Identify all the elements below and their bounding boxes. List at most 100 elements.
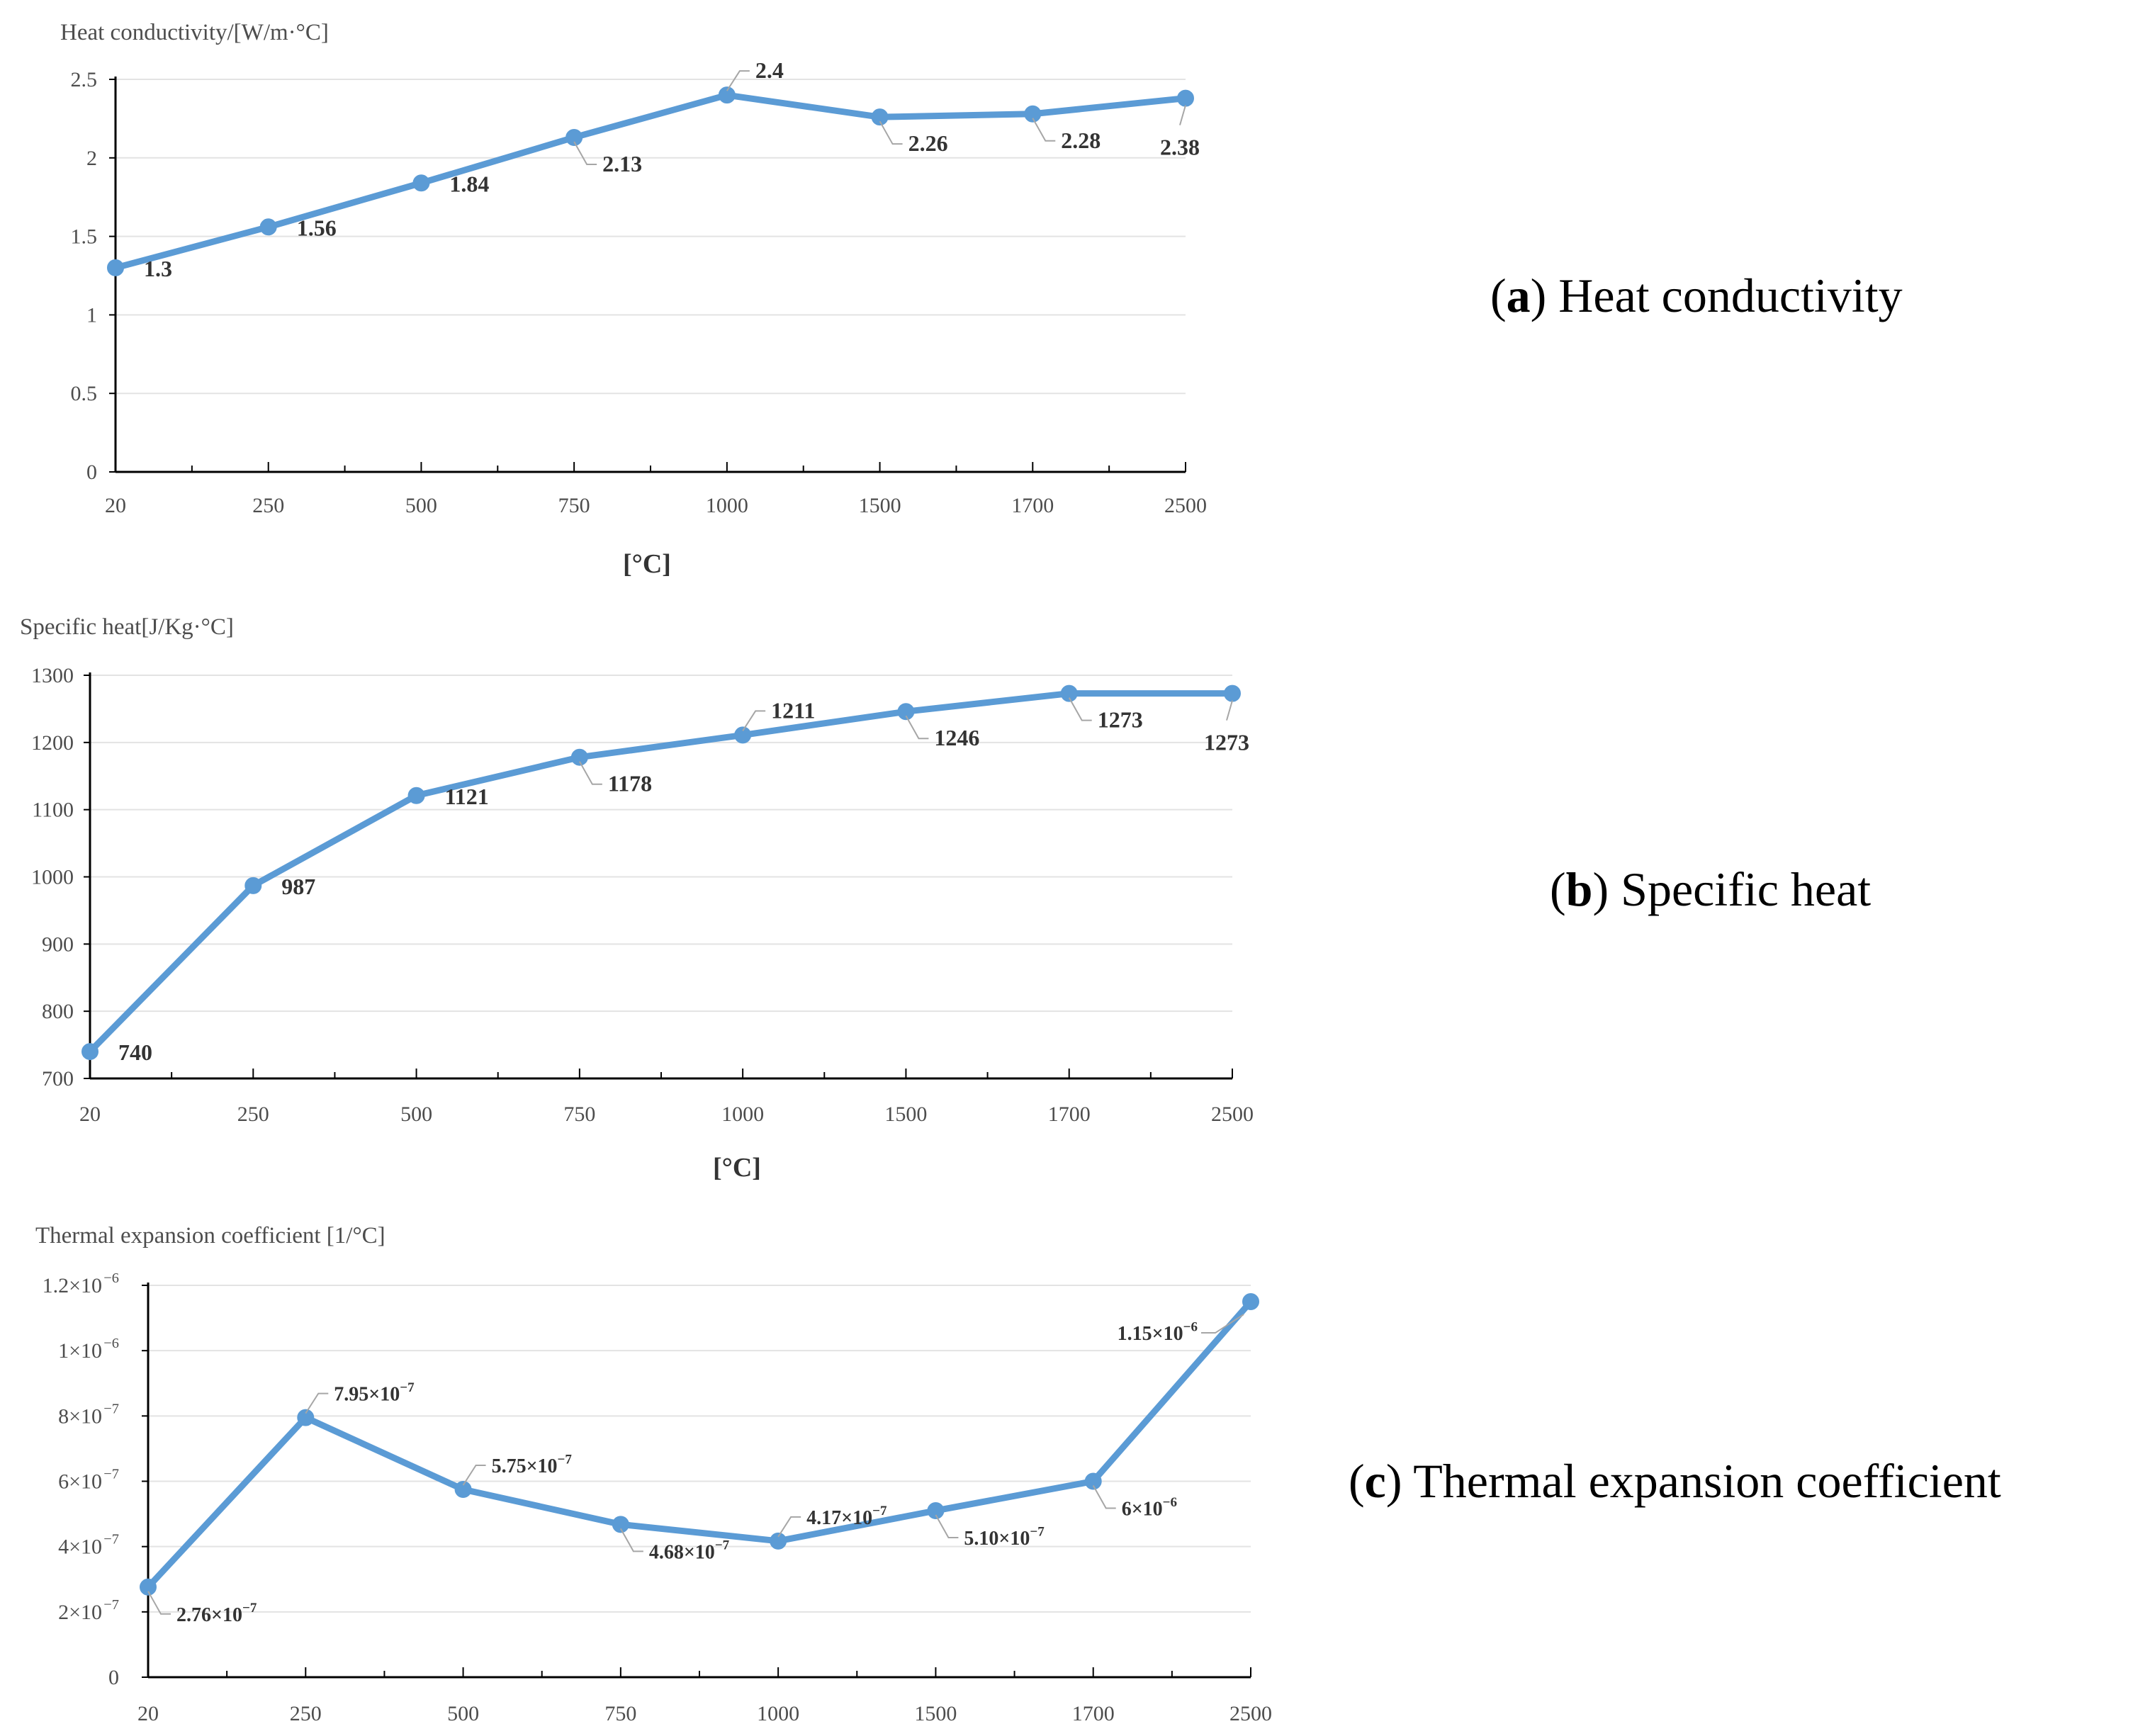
label-leader-line: [1068, 697, 1092, 721]
label-leader-line: [147, 1591, 171, 1615]
data-point: [244, 877, 262, 894]
data-label: 2.26: [908, 130, 948, 156]
panel-a-heat-conductivity: Heat conductivity/[W/m·°C] 0 0.5 1 1.5 2 2.5 20…: [60, 20, 1903, 579]
x-tick-label: 20: [137, 1702, 159, 1725]
y-tick-label: 1100: [32, 799, 74, 822]
x-tick-label: 250: [237, 1103, 269, 1126]
label-leader-line: [742, 710, 766, 731]
x-tick-label: 20: [105, 494, 126, 517]
y-tick-label: 700: [42, 1067, 74, 1090]
data-label: 5.75×10−7: [492, 1452, 573, 1477]
panel-b-specific-heat: Specific heat[J/Kg·°C] 700 800 900 1000 1100 1…: [20, 614, 1871, 1183]
data-label: 2.38: [1160, 135, 1200, 160]
x-tick-label: 750: [563, 1103, 595, 1126]
data-label: 2.4: [755, 57, 784, 83]
series-line: [112, 91, 1189, 271]
y-tick-label: 1×10: [58, 1339, 102, 1363]
y-tick-label: 2×10: [58, 1601, 102, 1624]
data-label: 1.56: [297, 215, 337, 240]
x-axis-label: [°C]: [713, 1153, 761, 1183]
label-leader-line: [905, 715, 929, 740]
label-leader-line: [1226, 700, 1233, 721]
data-label: 1.84: [449, 171, 489, 196]
y-tick-label: 1.5: [71, 225, 98, 249]
y-tick-exponent: −7: [103, 1467, 119, 1482]
y-tick-label: 8×10: [58, 1404, 102, 1428]
data-label: 1211: [771, 697, 815, 723]
x-tick-label: 1700: [1072, 1702, 1115, 1725]
x-tick-label: 500: [405, 494, 437, 517]
x-axis-label: [°C]: [623, 549, 671, 579]
data-point: [297, 1409, 315, 1426]
data-label: 1178: [608, 771, 652, 796]
y-tick-exponent: −7: [103, 1532, 119, 1548]
y-tick-exponent: −6: [103, 1336, 119, 1351]
data-point: [1084, 1472, 1102, 1490]
data-point: [565, 128, 583, 146]
data-label: 740: [118, 1039, 152, 1065]
data-point: [612, 1516, 629, 1533]
x-tick-label: 250: [252, 494, 284, 517]
y-tick-label: 0: [108, 1666, 119, 1689]
label-leader-line: [726, 70, 750, 91]
data-label: 5.10×10−7: [964, 1524, 1045, 1550]
y-tick-label: 900: [42, 932, 74, 956]
label-leader-line: [462, 1465, 486, 1486]
data-label: 987: [281, 874, 315, 899]
x-tick-label: 2500: [1164, 494, 1207, 517]
data-label: 1.15×10−6: [1118, 1319, 1198, 1345]
y-tick-label: 0.5: [71, 382, 98, 405]
data-point: [81, 1043, 99, 1061]
label-leader-line: [1201, 1314, 1244, 1334]
y-tick-label: 1200: [31, 731, 74, 755]
data-point: [1242, 1293, 1259, 1311]
y-tick-label: 800: [42, 1000, 74, 1023]
data-point: [927, 1501, 945, 1519]
chart-title: Specific heat[J/Kg·°C]: [20, 614, 234, 640]
data-point: [412, 174, 430, 192]
x-tick-label: 1500: [859, 494, 901, 517]
x-tick-label: 500: [400, 1103, 432, 1126]
x-tick-label: 2500: [1211, 1103, 1254, 1126]
data-point: [259, 218, 277, 236]
label-leader-line: [1092, 1485, 1116, 1509]
data-point: [770, 1532, 787, 1550]
y-tick-label: 0: [86, 461, 97, 484]
data-point: [871, 108, 889, 126]
x-tick-label: 1700: [1048, 1103, 1091, 1126]
x-tick-label: 1500: [914, 1702, 957, 1725]
x-tick-label: 1700: [1011, 494, 1054, 517]
label-leader-line: [573, 141, 597, 165]
x-tick-label: 1000: [706, 494, 748, 517]
data-point: [1024, 105, 1042, 123]
label-leader-line: [1179, 105, 1186, 125]
data-label: 1273: [1098, 707, 1143, 733]
y-tick-label: 6×10: [58, 1470, 102, 1494]
series-line: [86, 690, 1236, 1055]
data-label: 4.68×10−7: [649, 1538, 730, 1564]
chart-title: Heat conductivity/[W/m·°C]: [60, 20, 329, 45]
x-tick-label: 20: [79, 1103, 101, 1126]
label-leader-line: [879, 120, 903, 145]
data-point: [897, 703, 915, 721]
y-tick-label: 1.2×10: [43, 1274, 102, 1297]
x-tick-label: 2500: [1229, 1702, 1272, 1725]
data-label: 1121: [445, 784, 489, 809]
data-point: [454, 1481, 472, 1499]
data-point: [570, 748, 588, 766]
label-leader-line: [305, 1392, 329, 1414]
data-label: 7.95×10−7: [334, 1380, 415, 1406]
data-point: [1177, 89, 1194, 107]
data-point: [407, 787, 425, 804]
y-tick-exponent: −7: [103, 1401, 119, 1416]
label-leader-line: [777, 1516, 801, 1538]
label-leader-line: [935, 1514, 959, 1538]
y-tick-label: 2.5: [71, 68, 98, 91]
data-point: [734, 726, 752, 744]
x-tick-label: 1000: [721, 1103, 764, 1126]
label-leader-line: [1032, 118, 1056, 142]
y-tick-label: 1000: [31, 866, 74, 889]
label-leader-line: [578, 761, 602, 785]
data-label: 1.3: [144, 256, 172, 281]
